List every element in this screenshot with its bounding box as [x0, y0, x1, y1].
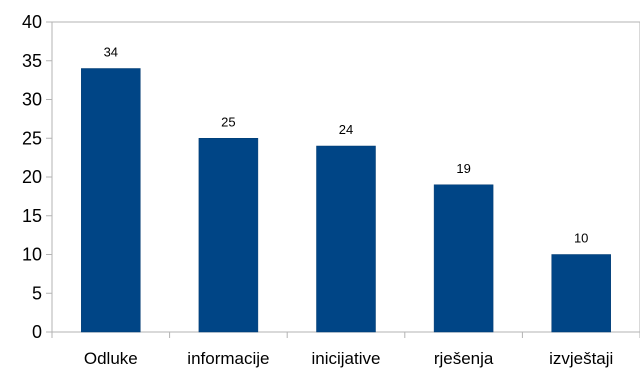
data-label-1: 34 [104, 45, 118, 60]
y-axis: 0 5 10 15 20 25 30 35 40 [22, 12, 52, 342]
y-tick-label: 5 [32, 283, 42, 303]
data-label-5: 10 [574, 231, 588, 246]
category-label-4: rješenja [434, 349, 494, 368]
bar-3 [316, 145, 376, 333]
category-label-3: inicijative [312, 349, 381, 368]
bar-2 [198, 138, 259, 333]
y-tick-label: 25 [22, 128, 42, 148]
y-tick-label: 0 [32, 322, 42, 342]
category-label-1: Odluke [84, 349, 138, 368]
y-tick-label: 20 [22, 167, 42, 187]
data-label-2: 25 [221, 114, 235, 129]
x-axis: Odluke informacije inicijative rješenja izvj… [51, 332, 640, 368]
y-tick-label: 10 [22, 245, 42, 265]
y-tick-label: 35 [22, 51, 42, 71]
bar-4 [433, 184, 494, 333]
category-label-2: informacije [187, 349, 269, 368]
data-labels: 34 25 24 19 10 [104, 45, 589, 246]
y-tick-label: 30 [22, 90, 42, 110]
bars [81, 68, 611, 333]
bar-5 [551, 254, 611, 333]
bar-1 [81, 68, 141, 333]
data-label-4: 19 [456, 161, 470, 176]
data-label-3: 24 [339, 122, 353, 137]
y-tick-label: 40 [22, 12, 42, 32]
y-tick-label: 15 [22, 206, 42, 226]
category-label-5: izvještaji [549, 349, 613, 368]
